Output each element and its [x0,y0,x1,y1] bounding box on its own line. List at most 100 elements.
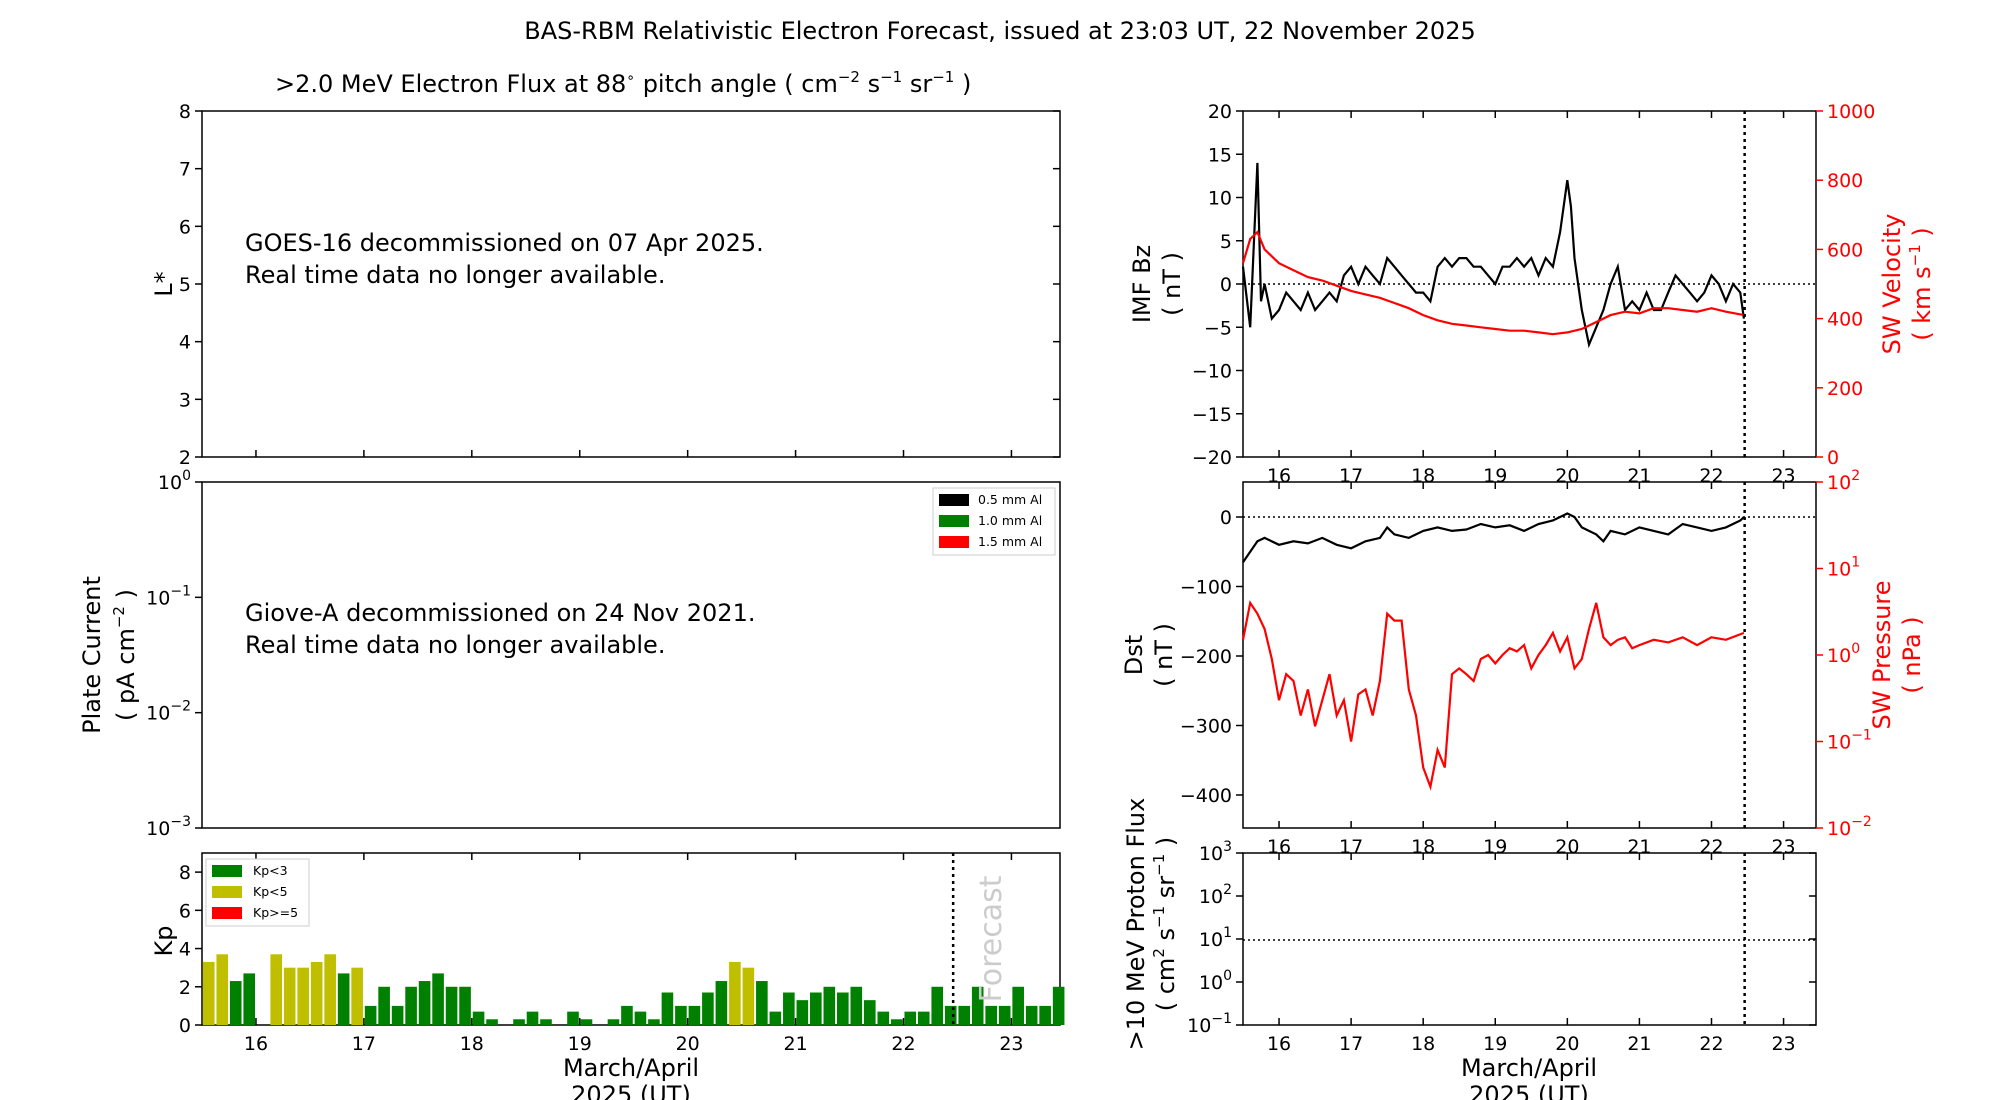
plate-y-tick-exponent: −1 [170,583,191,599]
proton-y-tick-base: 10 [1187,1015,1211,1037]
flux-y-tick-label: 6 [179,216,191,238]
plate-notice-line2: Real time data no longer available. [245,631,665,659]
plate-legend-swatch-0 [939,494,969,506]
proton-y-tick-base: 10 [1199,972,1223,994]
dst-y-label-line1: Dst [1120,635,1148,675]
kp-bar [1025,1005,1038,1025]
proton-y-tick-label: 103 [1199,839,1232,865]
kp-bar [675,1005,687,1025]
plate-panel-frame [201,481,1061,829]
plate-y-tick-label: 10−2 [146,699,191,725]
kp-bar [405,986,417,1025]
kp-legend-swatch-2 [212,907,242,919]
imf-y2-tick-label: 1000 [1827,101,1875,123]
kp-bar [324,954,336,1025]
kp-x-axis: 16 17 18 19 20 21 22 23 [244,853,1024,1055]
kp-y-tick-label: 8 [179,862,191,884]
imf-y2-tick-label: 800 [1827,170,1863,192]
plate-y-tick-label: 10−1 [146,583,191,609]
kp-bar [607,1019,620,1025]
proton-y-tick-base: 10 [1199,843,1223,865]
kp-bar [715,981,728,1025]
plate-y-label-line1: Plate Current [78,576,106,734]
dst-y2-tick-label: 100 [1827,641,1860,667]
imf-y2-axis: 1000 800 600 400 200 0 [1816,101,1875,469]
dst-y2-tick-exponent: 1 [1851,555,1860,571]
left-x-label-line1: March/April [563,1054,699,1082]
kp-bar [634,1011,647,1025]
proton-x-tick-label: 19 [1483,1033,1507,1055]
proton-x-tick-label: 20 [1555,1033,1579,1055]
plate-y-tick-base: 10 [146,818,170,840]
left-x-label-line2: 2025 (UT) [571,1081,691,1100]
kp-bar [621,1005,633,1025]
imf-y-label-line1: IMF Bz [1128,245,1156,323]
kp-x-tick-label: 18 [460,1033,484,1055]
kp-bar [904,1011,917,1025]
kp-bar [229,981,242,1025]
kp-bar [351,967,363,1025]
kp-bar [418,981,431,1025]
kp-bar [863,1000,876,1025]
right-x-label-line1: March/April [1461,1054,1597,1082]
imf-y2-label-line2: ( km s−1 ) [1906,227,1936,341]
flux-y-tick-label: 5 [179,274,191,296]
proton-y-label-line2: ( cm2 s−1 sr−1 ) [1150,837,1180,1012]
dst-y-label-line2: ( nT ) [1150,623,1178,687]
sw-velocity-line [1241,230,1745,336]
proton-y-tick-label: 102 [1199,882,1232,908]
kp-bar [513,1019,525,1025]
proton-panel-frame [1242,852,1817,1026]
plate-legend-label-2: 1.5 mm Al [978,534,1042,549]
kp-y-axis: 0 2 4 6 8 [179,862,202,1037]
dst-y2-tick-label: 10−2 [1827,814,1872,840]
imf-x-axis: 16 17 18 19 20 21 22 23 [1267,111,1796,487]
proton-y-tick-exponent: 2 [1223,882,1232,898]
kp-bar [661,992,674,1025]
kp-legend-swatch-0 [212,865,242,877]
kp-y-tick-label: 0 [179,1015,191,1037]
kp-bar [445,986,458,1025]
kp-bar [998,1005,1011,1025]
kp-bar [580,1019,593,1025]
dst-y2-tick-label: 102 [1827,468,1860,494]
flux-y-label: L* [150,271,178,296]
proton-x-tick-label: 16 [1267,1033,1291,1055]
kp-bar [337,973,350,1025]
proton-y-tick-exponent: 1 [1223,925,1232,941]
proton-x-tick-label: 22 [1699,1033,1723,1055]
kp-bar [378,986,390,1025]
plate-notice-line1: Giove-A decommissioned on 24 Nov 2021. [245,599,755,627]
dst-y-tick-label: −400 [1180,785,1232,807]
imf-y-tick-label: −5 [1204,317,1232,339]
dst-y2-tick-base: 10 [1827,559,1851,581]
imf-y-axis: 20 15 10 5 0 −5 −10 −15 −20 [1192,101,1243,469]
proton-y-tick-exponent: 3 [1223,839,1232,855]
kp-bar [958,1005,971,1025]
proton-y-tick-base: 10 [1199,886,1223,908]
flux-panel-title: >2.0 MeV Electron Flux at 88∘ pitch angl… [275,68,971,98]
dst-y-tick-label: −200 [1180,646,1232,668]
dst-y-tick-label: −100 [1180,577,1232,599]
proton-y-label-line1: >10 MeV Proton Flux [1122,798,1150,1051]
dst-y2-tick-exponent: 2 [1851,468,1860,484]
kp-bar [391,1005,404,1025]
proton-y-tick-label: 100 [1199,968,1232,994]
imf-y-tick-label: 10 [1208,188,1232,210]
kp-forecast-label: Forecast [974,875,1009,1002]
dst-y2-tick-exponent: −2 [1851,814,1872,830]
proton-x-axis: 16 17 18 19 20 21 22 23 [1267,853,1796,1055]
kp-y-tick-label: 4 [179,939,191,961]
flux-notice-line1: GOES-16 decommissioned on 07 Apr 2025. [245,229,764,257]
kp-bar [931,986,944,1025]
kp-x-tick-label: 22 [891,1033,915,1055]
proton-y-tick-label: 10−1 [1187,1011,1232,1037]
kp-bar [283,967,296,1025]
proton-x-tick-label: 23 [1771,1033,1795,1055]
figure-title: BAS-RBM Relativistic Electron Forecast, … [524,17,1476,45]
dst-y2-tick-base: 10 [1827,472,1851,494]
plate-legend-label-1: 1.0 mm Al [978,513,1042,528]
